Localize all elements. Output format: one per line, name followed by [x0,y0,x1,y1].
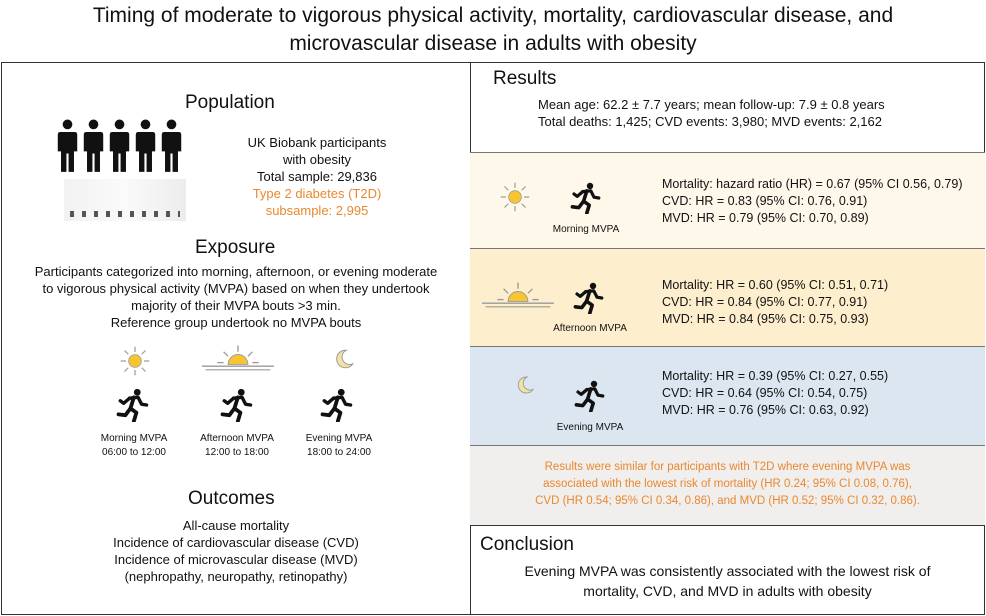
afternoon-results-box: Afternoon MVPA Mortality: HR = 0.60 (95%… [470,249,985,347]
conclusion-heading: Conclusion [480,534,574,555]
group-time: 12:00 to 18:00 [205,447,269,458]
group-time: 06:00 to 12:00 [102,447,166,458]
t2d-line-3: CVD (HR 0.54; 95% CI 0.34, 0.86), and MV… [535,495,920,507]
exposure-line-4: Reference group undertook no MVPA bouts [110,315,362,330]
conclusion-line-2: mortality, CVD, and MVD in adults with o… [583,583,872,599]
t2d-line-2: associated with the lowest risk of morta… [543,478,912,490]
outcomes-text: All-cause mortality Incidence of cardiov… [2,517,470,585]
person-icon [134,119,157,173]
population-line-3: Total sample: 29,836 [257,169,377,184]
sunset-icon [482,281,554,311]
outcomes-heading: Outcomes [188,488,275,509]
runner-icon [220,388,254,422]
sunset-icon [202,344,274,374]
afternoon-mvd: MVD: HR = 0.84 (95% CI: 0.75, 0.93) [662,312,869,326]
person-icon [82,119,105,173]
conclusion-line-1: Evening MVPA was consistently associated… [524,563,931,579]
t2d-results-box: Results were similar for participants wi… [470,446,985,526]
person-icon [56,119,79,173]
morning-cvd: CVD: HR = 0.83 (95% CI: 0.76, 0.91) [662,194,868,208]
exposure-line-2: to vigorous physical activity (MVPA) bas… [42,281,430,296]
group-label: Morning MVPA [100,433,168,444]
runner-icon [574,380,606,412]
morning-label: Morning MVPA [552,224,620,235]
exposure-line-3: majority of their MVPA bouts >3 min. [131,298,341,313]
morning-results-box: Morning MVPA Mortality: hazard ratio (HR… [470,152,985,249]
runner-icon [570,182,602,214]
group-morning: Morning MVPA 06:00 to 12:00 [84,432,184,460]
evening-mortality: Mortality: HR = 0.39 (95% CI: 0.27, 0.55… [662,369,889,383]
moon-icon [514,374,536,396]
group-label: Evening MVPA [305,433,373,444]
exposure-text: Participants categorized into morning, a… [2,263,470,331]
evening-cvd: CVD: HR = 0.64 (95% CI: 0.54, 0.75) [662,386,868,400]
results-summary: Mean age: 62.2 ± 7.7 years; mean follow-… [538,96,978,130]
t2d-text: Results were similar for participants wi… [470,459,985,510]
runner-icon [320,388,354,422]
runner-icon [116,388,150,422]
morning-mvd: MVD: HR = 0.79 (95% CI: 0.70, 0.89) [662,211,869,225]
outcomes-line-2: Incidence of cardiovascular disease (CVD… [113,535,359,550]
afternoon-mortality: Mortality: HR = 0.60 (95% CI: 0.51, 0.71… [662,278,889,292]
evening-label: Evening MVPA [556,422,624,433]
afternoon-label: Afternoon MVPA [553,323,627,334]
population-line-4: Type 2 diabetes (T2D) [252,186,382,201]
evening-results-box: Evening MVPA Mortality: HR = 0.39 (95% C… [470,347,985,446]
sun-icon [500,182,530,212]
exposure-heading: Exposure [195,237,276,258]
obscured-graphic [64,179,186,221]
title-line-2: microvascular disease in adults with obe… [289,32,697,55]
morning-mortality: Mortality: hazard ratio (HR) = 0.67 (95%… [662,177,963,191]
exposure-line-1: Participants categorized into morning, a… [34,264,438,279]
conclusion-text: Evening MVPA was consistently associated… [470,561,985,601]
title-line-1: Timing of moderate to vigorous physical … [92,4,894,27]
outcomes-line-1: All-cause mortality [182,518,290,533]
population-heading: Population [185,92,275,113]
group-afternoon: Afternoon MVPA 12:00 to 18:00 [187,432,287,460]
afternoon-cvd: CVD: HR = 0.84 (95% CI: 0.77, 0.91) [662,295,868,309]
sun-icon [120,346,150,376]
population-icons [56,119,186,223]
population-line-1: UK Biobank participants [247,135,387,150]
group-time: 18:00 to 24:00 [307,447,371,458]
population-line-2: with obesity [283,152,351,167]
results-line-1: Mean age: 62.2 ± 7.7 years; mean follow-… [538,97,885,112]
outcomes-line-3: Incidence of microvascular disease (MVD) [114,552,358,567]
left-panel: Population UK Biobank participants with … [1,62,471,615]
results-heading: Results [493,68,557,89]
population-text: UK Biobank participants with obesity Tot… [242,134,392,219]
person-icon [160,119,183,173]
outcomes-line-4: (nephropathy, neuropathy, retinopathy) [124,569,348,584]
group-label: Afternoon MVPA [200,433,274,444]
population-line-5: subsample: 2,995 [265,203,369,218]
t2d-line-1: Results were similar for participants wi… [544,461,911,473]
evening-mvd: MVD: HR = 0.76 (95% CI: 0.63, 0.92) [662,403,869,417]
page-title: Timing of moderate to vigorous physical … [0,2,986,58]
person-icon [108,119,131,173]
runner-icon [573,282,605,314]
group-evening: Evening MVPA 18:00 to 24:00 [289,432,389,460]
moon-icon [332,347,356,371]
results-line-2: Total deaths: 1,425; CVD events: 3,980; … [538,114,882,129]
